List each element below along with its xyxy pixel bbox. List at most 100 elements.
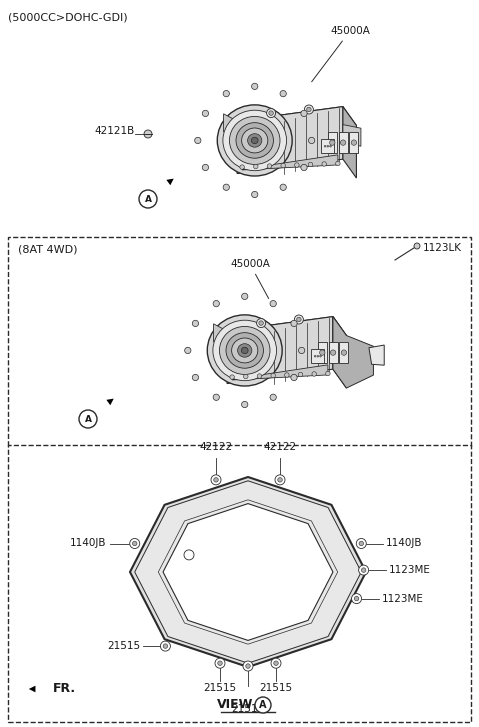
Circle shape [301,164,307,171]
Text: 21515: 21515 [260,683,293,694]
Ellipse shape [226,333,263,368]
Text: 21515: 21515 [231,704,264,714]
Circle shape [285,373,289,377]
Circle shape [271,658,281,668]
Text: VIEW: VIEW [217,699,253,712]
Circle shape [280,90,286,97]
Circle shape [307,107,311,112]
Ellipse shape [248,134,262,147]
Circle shape [214,478,218,482]
Circle shape [144,130,152,138]
Circle shape [352,594,362,603]
Ellipse shape [251,137,258,144]
Circle shape [308,162,313,166]
Polygon shape [135,481,361,663]
Circle shape [278,478,282,482]
Circle shape [253,164,258,169]
Circle shape [270,394,276,401]
Text: 45000A: 45000A [230,259,270,299]
Circle shape [291,321,297,326]
Ellipse shape [213,320,276,381]
Polygon shape [214,324,227,345]
Text: (5000CC>DOHC-GDI): (5000CC>DOHC-GDI) [8,12,127,22]
Circle shape [341,140,346,145]
Circle shape [267,108,275,118]
Circle shape [314,356,316,357]
Circle shape [354,596,359,601]
Polygon shape [242,155,338,170]
Circle shape [241,293,248,300]
Ellipse shape [207,315,282,386]
Polygon shape [237,107,343,174]
Circle shape [243,661,253,671]
Bar [340,342,348,364]
Circle shape [241,401,248,408]
Polygon shape [163,504,333,640]
Circle shape [267,164,272,169]
Circle shape [351,140,356,145]
Polygon shape [311,349,324,364]
Ellipse shape [217,105,292,176]
Polygon shape [333,316,374,388]
Polygon shape [321,139,334,153]
Polygon shape [341,349,364,374]
Bar [8,445,471,722]
Text: A: A [259,700,267,710]
Text: 45000A: 45000A [312,26,370,81]
Text: 42122: 42122 [199,442,233,452]
Text: 1123ME: 1123ME [388,565,431,575]
Circle shape [255,697,271,713]
Circle shape [251,191,258,198]
Circle shape [298,372,303,377]
Circle shape [312,371,317,377]
Circle shape [308,137,315,144]
Ellipse shape [232,338,258,363]
Circle shape [240,165,244,169]
Circle shape [324,145,326,147]
Text: A: A [145,195,151,204]
Circle shape [211,475,221,485]
Circle shape [251,83,258,89]
Polygon shape [232,365,328,380]
Circle shape [274,661,278,665]
Text: (8AT 4WD): (8AT 4WD) [18,244,78,254]
Bar [329,342,338,364]
Circle shape [326,371,330,376]
Text: FR.: FR. [53,683,76,696]
Circle shape [356,539,366,548]
Circle shape [359,565,369,575]
Ellipse shape [223,111,286,171]
Circle shape [194,137,201,144]
Circle shape [192,321,199,326]
Text: 42121B: 42121B [95,126,135,136]
Ellipse shape [241,128,268,153]
Circle shape [269,111,274,116]
Polygon shape [227,316,346,350]
Circle shape [192,374,199,381]
Circle shape [330,140,335,145]
Circle shape [336,161,340,166]
Ellipse shape [238,344,252,357]
Circle shape [317,356,319,357]
Ellipse shape [219,326,270,374]
Circle shape [160,641,171,651]
Circle shape [322,161,327,166]
Polygon shape [343,124,361,146]
Circle shape [246,664,250,668]
Circle shape [270,300,276,307]
Polygon shape [227,316,333,384]
Circle shape [257,374,262,378]
Circle shape [297,317,301,322]
Bar [8,237,471,447]
Circle shape [259,321,263,325]
Circle shape [139,190,157,208]
Text: 1123ME: 1123ME [382,594,423,603]
Circle shape [213,300,219,307]
Circle shape [319,356,321,357]
Circle shape [79,410,97,428]
Circle shape [215,658,225,668]
Circle shape [184,550,194,560]
Bar [349,132,358,153]
Bar [318,342,327,364]
Ellipse shape [236,123,274,158]
